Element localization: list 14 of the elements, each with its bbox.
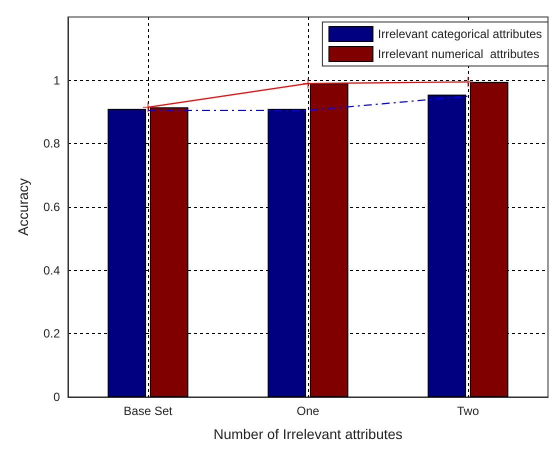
legend-label: Irrelevant numerical attributes [378, 47, 540, 61]
y-axis-title: Accuracy [15, 178, 31, 236]
x-tick-label: One [296, 404, 320, 418]
point [143, 102, 153, 112]
y-tick-label: 0.6 [43, 200, 60, 214]
x-tick-label: Two [456, 404, 480, 418]
y-tick-label: 0.2 [43, 326, 60, 341]
y-tick-label: 0 [53, 390, 60, 404]
legend-label: Irrelevant categorical attributes [378, 27, 542, 41]
x-tick-label: Base Set [124, 404, 174, 418]
y-tick-label: 0.4 [43, 263, 60, 278]
x-axis-title: Number of Irrelevant attributes [213, 426, 403, 442]
y-tick-label: 1 [53, 73, 60, 88]
y-tick-label: 0.8 [43, 136, 60, 151]
